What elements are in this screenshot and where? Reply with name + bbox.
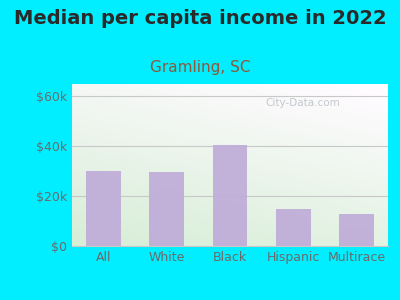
Text: Gramling, SC: Gramling, SC <box>150 60 250 75</box>
Bar <box>276 208 310 246</box>
Text: City-Data.com: City-Data.com <box>265 98 340 108</box>
Bar <box>213 145 247 246</box>
Bar <box>150 172 184 246</box>
Bar <box>339 214 374 246</box>
Bar <box>86 171 121 246</box>
Text: Median per capita income in 2022: Median per capita income in 2022 <box>14 9 386 28</box>
